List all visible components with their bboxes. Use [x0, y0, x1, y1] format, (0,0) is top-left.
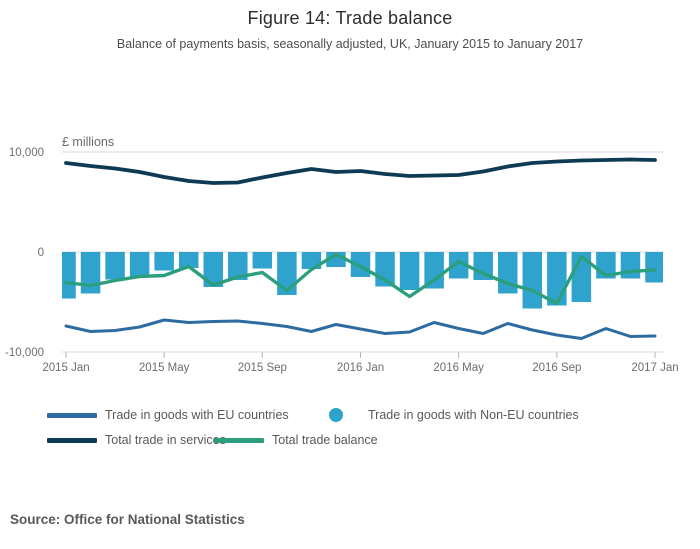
bar-non-eu-goods — [620, 252, 641, 279]
legend-item-eu-goods: Trade in goods with EU countries — [47, 407, 289, 423]
bar-non-eu-goods — [448, 252, 469, 279]
y-axis-tick-label: 10,000 — [9, 147, 44, 159]
source-attribution: Source: Office for National Statistics — [10, 512, 245, 527]
legend-item-total-balance: Total trade balance — [214, 432, 378, 448]
bar-non-eu-goods — [522, 252, 543, 309]
total-balance-line-swatch-icon — [214, 437, 264, 443]
legend-label: Total trade balance — [272, 433, 378, 447]
y-axis-tick-label: 0 — [38, 247, 44, 259]
line-services — [64, 157, 657, 185]
y-axis-unit-label: £ millions — [62, 135, 115, 149]
legend-label: Trade in goods with EU countries — [105, 408, 289, 422]
x-axis-tick-label: 2016 May — [433, 362, 484, 374]
legend-item-non-eu-goods: Trade in goods with Non-EU countries — [329, 407, 579, 423]
services-line-swatch-icon — [47, 437, 97, 443]
bar-non-eu-goods — [399, 252, 420, 290]
chart-title: Figure 14: Trade balance — [247, 8, 453, 28]
x-axis-tick-label: 2016 Jan — [337, 362, 384, 374]
legend-label: Total trade in services — [105, 433, 226, 447]
bar-non-eu-goods — [62, 252, 76, 299]
bar-non-eu-goods — [645, 252, 663, 283]
x-axis-tick-label: 2015 Sep — [238, 362, 287, 374]
non-eu-goods-circle-swatch-icon — [329, 408, 343, 422]
bar-non-eu-goods — [178, 252, 199, 268]
eu-goods-line-swatch-icon — [47, 412, 97, 418]
bar-non-eu-goods — [80, 252, 101, 294]
x-axis-tick-label: 2017 Jan — [631, 362, 678, 374]
bar-non-eu-goods — [252, 252, 273, 269]
legend-item-services: Total trade in services — [47, 432, 226, 448]
bar-non-eu-goods — [498, 252, 518, 294]
legend-label: Trade in goods with Non-EU countries — [368, 408, 579, 422]
bar-non-eu-goods — [154, 252, 174, 271]
bar-non-eu-goods — [129, 252, 150, 278]
line-eu-goods — [64, 318, 657, 340]
bar-non-eu-goods — [547, 252, 567, 306]
y-axis-tick-label: -10,000 — [5, 347, 44, 359]
bar-non-eu-goods — [228, 252, 248, 280]
x-axis-tick-label: 2016 Sep — [532, 362, 581, 374]
chart-subtitle: Balance of payments basis, seasonally ad… — [116, 37, 584, 51]
bar-non-eu-goods — [105, 252, 125, 280]
bar-non-eu-goods — [424, 252, 444, 289]
line-total-balance — [64, 252, 657, 306]
x-axis-tick-label: 2015 Jan — [42, 362, 89, 374]
x-axis-tick-label: 2015 May — [139, 362, 190, 374]
bar-non-eu-goods — [203, 252, 223, 287]
